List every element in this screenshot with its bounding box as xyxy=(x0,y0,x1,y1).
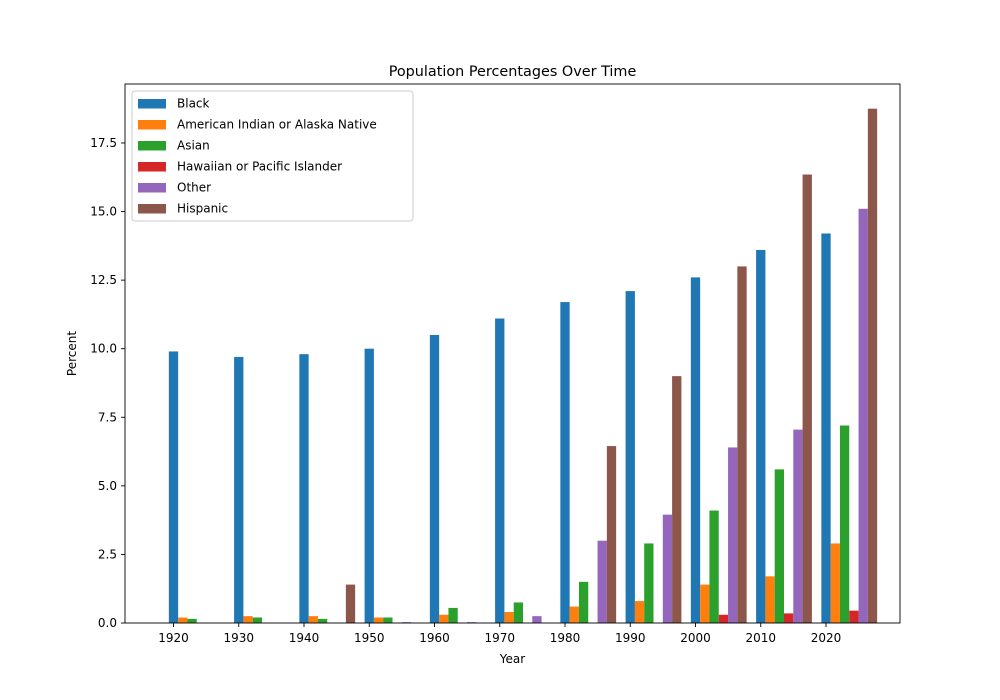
x-axis-ticks: 1920 1930 1940 1950 1960 1970 1980 1990 2000 2010… xyxy=(158,623,841,645)
bar-asian-2010 xyxy=(774,469,784,623)
y-tick-label: 0.0 xyxy=(98,616,117,630)
bar-black-2020 xyxy=(821,233,831,624)
legend-swatch xyxy=(138,162,166,172)
bar-black-1970 xyxy=(495,318,505,623)
bar-american-indian-or-alaska-native-1920 xyxy=(178,617,188,623)
bar-asian-1920 xyxy=(187,618,197,623)
y-tick-label: 17.5 xyxy=(90,136,117,150)
y-tick-label: 10.0 xyxy=(90,342,117,356)
bar-hispanic-2000 xyxy=(737,266,747,623)
bar-hispanic-1980 xyxy=(606,446,617,623)
bar-asian-1940 xyxy=(317,618,328,623)
x-tick-label: 2000 xyxy=(680,631,711,645)
bar-hawaiian-or-pacific-islander-2010 xyxy=(784,613,794,623)
x-tick-label: 2020 xyxy=(811,631,842,645)
bar-other-2000 xyxy=(728,447,738,623)
bar-black-1950 xyxy=(364,348,374,623)
legend-label: Other xyxy=(177,181,211,195)
bar-black-1980 xyxy=(560,302,570,623)
bar-american-indian-or-alaska-native-1970 xyxy=(504,612,514,623)
legend-items: Black American Indian or Alaska Native Asi… xyxy=(138,97,377,216)
chart-title: Population Percentages Over Time xyxy=(389,64,637,80)
legend-label: Hawaiian or Pacific Islander xyxy=(177,160,342,174)
legend-label: American Indian or Alaska Native xyxy=(177,118,377,132)
bar-other-1990 xyxy=(662,514,673,623)
bar-black-1920 xyxy=(168,351,179,623)
bar-asian-1980 xyxy=(578,581,589,623)
bar-american-indian-or-alaska-native-1940 xyxy=(308,616,318,623)
bar-other-1980 xyxy=(597,540,607,623)
bar-hawaiian-or-pacific-islander-2000 xyxy=(718,614,729,623)
y-axis-title: Percent xyxy=(65,331,79,376)
bars-group xyxy=(168,108,878,624)
y-axis-ticks: 0.0 2.5 5.0 7.5 10.0 12.5 15.0 17.5 xyxy=(90,136,125,630)
x-tick-label: 1950 xyxy=(354,631,385,645)
bar-asian-1930 xyxy=(252,617,262,623)
bar-american-indian-or-alaska-native-2000 xyxy=(700,584,710,623)
y-tick-label: 7.5 xyxy=(98,410,117,424)
bar-asian-2000 xyxy=(709,510,719,623)
bar-american-indian-or-alaska-native-1990 xyxy=(634,601,645,623)
y-tick-label: 15.0 xyxy=(90,205,117,219)
bar-hawaiian-or-pacific-islander-2020 xyxy=(849,610,859,623)
bar-hispanic-1940 xyxy=(345,584,356,623)
bar-american-indian-or-alaska-native-1930 xyxy=(243,616,253,623)
legend-swatch xyxy=(138,120,166,130)
x-axis-title: Year xyxy=(499,652,525,666)
bar-black-1990 xyxy=(625,291,635,623)
legend-swatch xyxy=(138,99,166,109)
y-tick-label: 5.0 xyxy=(98,479,117,493)
bar-american-indian-or-alaska-native-1960 xyxy=(439,614,449,623)
bar-asian-1960 xyxy=(448,607,458,623)
bar-american-indian-or-alaska-native-2020 xyxy=(830,543,840,623)
x-tick-label: 1960 xyxy=(419,631,450,645)
legend-swatch xyxy=(138,141,166,151)
bar-other-2010 xyxy=(793,429,803,623)
bar-black-2010 xyxy=(756,249,766,623)
x-tick-label: 1980 xyxy=(550,631,581,645)
legend-swatch xyxy=(138,204,166,214)
legend: Black American Indian or Alaska Native Asi… xyxy=(131,90,414,222)
bar-american-indian-or-alaska-native-1950 xyxy=(373,617,384,623)
bar-american-indian-or-alaska-native-1980 xyxy=(569,606,579,623)
bar-hispanic-1990 xyxy=(672,376,682,623)
bar-black-1930 xyxy=(234,356,244,623)
bar-black-1960 xyxy=(429,334,440,623)
x-tick-label: 1990 xyxy=(615,631,646,645)
y-tick-label: 12.5 xyxy=(90,273,117,287)
legend-box xyxy=(131,90,414,222)
x-tick-label: 2010 xyxy=(745,631,776,645)
bar-asian-1970 xyxy=(513,602,523,623)
legend-label: Black xyxy=(177,97,210,111)
x-tick-label: 1920 xyxy=(158,631,189,645)
bar-black-1940 xyxy=(299,354,309,623)
plot-frame xyxy=(124,83,901,624)
bar-asian-1990 xyxy=(644,543,654,623)
bar-asian-2020 xyxy=(839,425,850,623)
legend-swatch xyxy=(138,183,166,193)
bar-american-indian-or-alaska-native-2010 xyxy=(765,576,775,623)
bar-hispanic-2010 xyxy=(802,174,812,623)
legend-label: Asian xyxy=(177,139,210,153)
x-tick-label: 1930 xyxy=(223,631,254,645)
bar-asian-1950 xyxy=(383,617,393,623)
y-tick-label: 2.5 xyxy=(98,547,117,561)
bar-other-2020 xyxy=(858,208,868,623)
legend-label: Hispanic xyxy=(177,202,228,216)
bar-hispanic-2020 xyxy=(867,108,878,623)
bar-other-1970 xyxy=(532,616,542,623)
bar-black-2000 xyxy=(690,277,701,623)
x-tick-label: 1970 xyxy=(484,631,515,645)
x-tick-label: 1940 xyxy=(289,631,320,645)
